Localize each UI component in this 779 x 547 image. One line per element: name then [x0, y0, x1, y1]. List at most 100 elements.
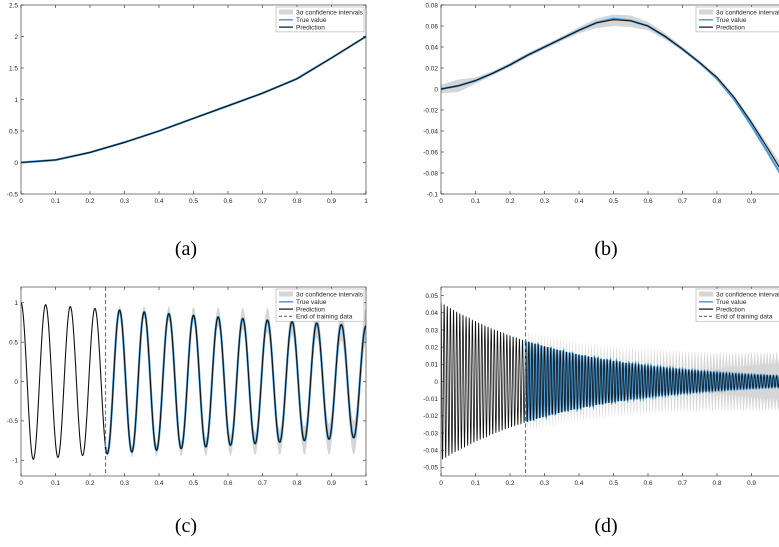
panel-a: 0 0.1 0.2 0.3 0.4 0.5 0.6 0.7 0.8 0.9 1-0.500.511.…	[7, 2, 368, 260]
x-tick-label: 0	[439, 480, 443, 487]
x-tick-label: 0.6	[223, 198, 232, 205]
x-tick-label: 0	[439, 198, 443, 205]
panel-d: 0 0.1 0.2 0.3 0.4 0.5 0.6 0.7 0.8 0.9 -0.05 -0.04 -0…	[423, 286, 779, 537]
true-value-line	[21, 35, 366, 164]
x-tick-label: 0.6	[643, 198, 652, 205]
plot-area	[441, 287, 779, 476]
legend-label: 3σ confidence intervals	[716, 292, 779, 299]
x-tick-label: 0.5	[609, 480, 618, 487]
x-tick-label: 1	[364, 480, 368, 487]
x-tick-label: 0.2	[85, 198, 94, 205]
x-tick-label: 0.2	[85, 480, 94, 487]
prediction-line	[21, 36, 366, 164]
x-tick-label: 0.9	[327, 198, 336, 205]
y-tick-label: -0.1	[427, 191, 439, 198]
legend-label: True value	[716, 299, 747, 306]
y-tick-label: 0	[14, 379, 18, 386]
prediction-line	[441, 19, 779, 168]
y-tick-label: 0.08	[425, 2, 438, 9]
y-tick-label: 0.04	[425, 310, 438, 317]
legend-label: End of training data	[716, 314, 773, 321]
y-tick-label: -0.01	[423, 396, 438, 403]
x-tick-label: 0.8	[712, 198, 721, 205]
prediction-line	[441, 302, 779, 460]
y-tick-label: -0.08	[423, 170, 438, 177]
true-value-line	[441, 17, 779, 174]
y-tick-label: 1.5	[9, 65, 18, 72]
y-tick-label: 2.5	[9, 2, 18, 9]
y-tick-label: 0.04	[425, 44, 438, 51]
y-tick-label: -0.02	[423, 107, 438, 114]
x-tick-label: 0.1	[51, 198, 60, 205]
panel-caption: (b)	[594, 238, 617, 260]
x-tick-label: 0.7	[678, 480, 687, 487]
y-tick-label: 0	[14, 160, 18, 167]
legend-label: Prediction	[296, 24, 325, 31]
legend-label: Prediction	[296, 306, 325, 313]
x-tick-label: 0.1	[471, 198, 480, 205]
y-tick-label: -0.03	[423, 430, 438, 437]
legend-label: 3σ confidence intervals	[296, 10, 364, 17]
y-tick-label: -0.04	[423, 448, 438, 455]
y-tick-label: 0.05	[425, 293, 438, 300]
panel-caption: (c)	[175, 515, 197, 537]
x-tick-label: 0	[19, 480, 23, 487]
y-tick-label: 0.02	[425, 344, 438, 351]
legend-key-band	[279, 9, 293, 15]
x-tick-label: 0.7	[678, 198, 687, 205]
y-tick-label: 1	[14, 300, 18, 307]
x-tick-label: 0	[19, 198, 23, 205]
x-tick-label: 0.3	[540, 480, 549, 487]
legend-label: Prediction	[716, 24, 745, 31]
y-tick-label: 0.01	[425, 362, 438, 369]
plot-area	[21, 287, 366, 476]
legend-label: End of training data	[296, 314, 353, 321]
x-tick-label: 0.3	[120, 198, 129, 205]
x-tick-label: 0.1	[51, 480, 60, 487]
legend-label: True value	[296, 17, 327, 24]
y-tick-label: 0.5	[9, 339, 18, 346]
x-tick-label: 0.9	[747, 198, 756, 205]
x-tick-label: 0.5	[609, 198, 618, 205]
y-tick-label: -0.02	[423, 413, 438, 420]
plot-area	[21, 35, 366, 164]
legend-key-band	[279, 291, 293, 297]
x-tick-label: 0.3	[120, 480, 129, 487]
x-tick-label: 0.7	[258, 480, 267, 487]
y-tick-label: 0	[434, 86, 438, 93]
panel-caption: (d)	[594, 515, 617, 537]
x-tick-label: 0.9	[327, 480, 336, 487]
x-tick-label: 0.7	[258, 198, 267, 205]
x-tick-label: 0.8	[292, 480, 301, 487]
y-tick-label: -1	[12, 458, 18, 465]
x-tick-label: 0.9	[747, 480, 756, 487]
prediction-line	[21, 302, 366, 460]
x-tick-label: 0.2	[505, 198, 514, 205]
x-tick-label: 1	[364, 198, 368, 205]
y-tick-label: -0.5	[7, 418, 19, 425]
y-tick-label: 2	[14, 34, 18, 41]
y-tick-label: 0.5	[9, 128, 18, 135]
panel-c: 0 0.1 0.2 0.3 0.4 0.5 0.6 0.7 0.8 0.9 1 -1 -0.5 0 0.5 1…	[7, 286, 368, 537]
legend-key-band	[699, 9, 713, 15]
legend-label: 3σ confidence intervals	[716, 10, 779, 17]
y-tick-label: 0.06	[425, 23, 438, 30]
x-tick-label: 0.8	[292, 198, 301, 205]
y-tick-label: -0.06	[423, 149, 438, 156]
y-tick-label: -0.5	[7, 191, 19, 198]
panel-caption: (a)	[175, 238, 197, 260]
legend-label: True value	[716, 17, 747, 24]
x-tick-label: 0.8	[712, 480, 721, 487]
y-tick-label: 0	[434, 379, 438, 386]
legend-label: 3σ confidence intervals	[296, 292, 364, 299]
panel-b: 0 0.1 0.2 0.3 0.4 0.5 0.6 0.7 0.8 0.9 -0.1 -0.08 -0.…	[423, 2, 779, 260]
x-tick-label: 0.6	[643, 480, 652, 487]
x-tick-label: 0.4	[574, 198, 583, 205]
y-tick-label: 1	[14, 97, 18, 104]
axes-frame	[20, 4, 367, 195]
confidence-band	[441, 14, 779, 174]
y-tick-label: 0.03	[425, 327, 438, 334]
x-tick-label: 0.4	[154, 198, 163, 205]
y-tick-label: -0.04	[423, 128, 438, 135]
